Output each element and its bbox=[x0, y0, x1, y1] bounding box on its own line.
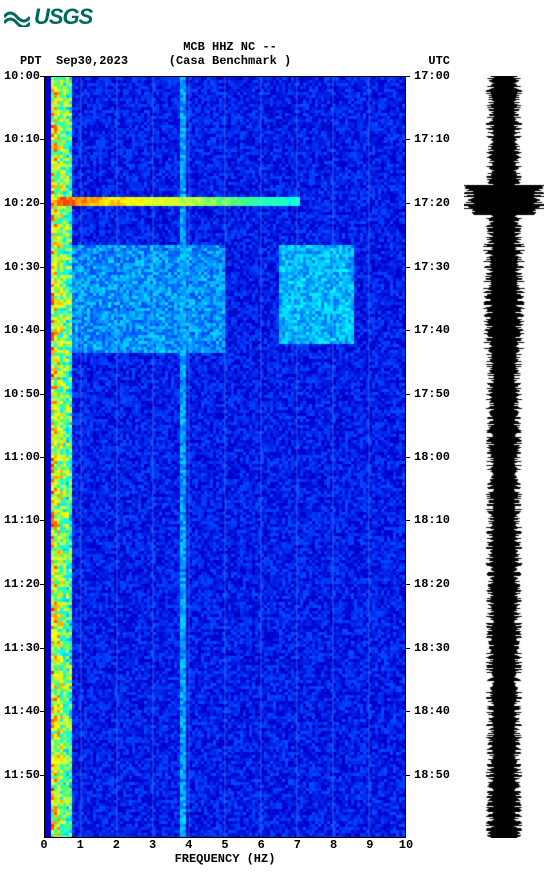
utc-time-label: 18:40 bbox=[414, 704, 450, 718]
utc-time-label: 18:30 bbox=[414, 641, 450, 655]
spectrogram bbox=[44, 76, 406, 838]
utc-time-label: 17:00 bbox=[414, 69, 450, 83]
pdt-time-label: 11:50 bbox=[4, 768, 40, 782]
chart-header: PDT Sep30,2023 MCB HHZ NC -- (Casa Bench… bbox=[4, 36, 552, 68]
freq-tick-label: 0 bbox=[40, 838, 47, 852]
pdt-time-label: 10:30 bbox=[4, 260, 40, 274]
pdt-time-label: 11:00 bbox=[4, 450, 40, 464]
pdt-time-label: 10:40 bbox=[4, 323, 40, 337]
freq-tick-label: 7 bbox=[294, 838, 301, 852]
pdt-time-label: 11:30 bbox=[4, 641, 40, 655]
pdt-time-label: 10:10 bbox=[4, 132, 40, 146]
x-axis-label: FREQUENCY (HZ) bbox=[44, 852, 406, 866]
utc-time-label: 17:40 bbox=[414, 323, 450, 337]
utc-time-label: 17:20 bbox=[414, 196, 450, 210]
utc-time-label: 18:00 bbox=[414, 450, 450, 464]
logo-text: USGS bbox=[34, 4, 92, 30]
freq-tick-label: 8 bbox=[330, 838, 337, 852]
tz-right-label: UTC bbox=[428, 54, 450, 68]
freq-tick-label: 6 bbox=[258, 838, 265, 852]
freq-tick-label: 1 bbox=[77, 838, 84, 852]
pdt-time-label: 10:00 bbox=[4, 69, 40, 83]
utc-time-label: 18:10 bbox=[414, 513, 450, 527]
utc-time-label: 18:50 bbox=[414, 768, 450, 782]
freq-tick-label: 3 bbox=[149, 838, 156, 852]
freq-tick-label: 9 bbox=[366, 838, 373, 852]
utc-time-label: 17:50 bbox=[414, 387, 450, 401]
y-axis-left: 10:00 10:10 10:20 10:30 10:40 10:50 11:00 11:10… bbox=[4, 72, 42, 838]
pdt-time-label: 10:20 bbox=[4, 196, 40, 210]
usgs-logo: USGS bbox=[4, 4, 552, 30]
station-name: (Casa Benchmark ) bbox=[4, 54, 456, 68]
waveform-trace bbox=[464, 76, 544, 838]
utc-time-label: 17:30 bbox=[414, 260, 450, 274]
freq-tick-label: 4 bbox=[185, 838, 192, 852]
plot-area: 10:00 10:10 10:20 10:30 10:40 10:50 11:00 11:10… bbox=[4, 72, 548, 862]
pdt-time-label: 11:10 bbox=[4, 513, 40, 527]
station-code: MCB HHZ NC -- bbox=[4, 40, 456, 54]
pdt-time-label: 11:20 bbox=[4, 577, 40, 591]
pdt-time-label: 11:40 bbox=[4, 704, 40, 718]
header-center: MCB HHZ NC -- (Casa Benchmark ) bbox=[4, 40, 456, 68]
freq-tick-label: 10 bbox=[399, 838, 413, 852]
y-axis-right: 17:00 17:10 17:20 17:30 17:40 17:50 18:00 18:10… bbox=[408, 72, 452, 838]
utc-time-label: 18:20 bbox=[414, 577, 450, 591]
utc-time-label: 17:10 bbox=[414, 132, 450, 146]
freq-tick-label: 5 bbox=[221, 838, 228, 852]
pdt-time-label: 10:50 bbox=[4, 387, 40, 401]
freq-tick-label: 2 bbox=[113, 838, 120, 852]
